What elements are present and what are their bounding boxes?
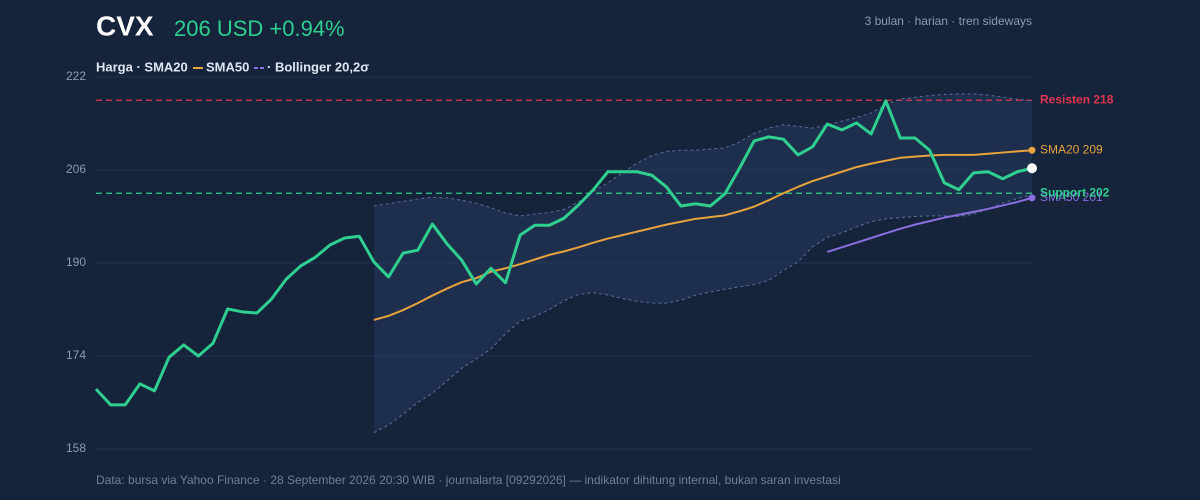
reference-label: Resisten 218 (1040, 92, 1114, 106)
bollinger-line (373, 93, 1033, 217)
series-line (826, 196, 1033, 253)
last-price-dot (1027, 163, 1037, 174)
y-tick-label: 206 (66, 162, 86, 176)
y-tick-label: 174 (66, 348, 86, 362)
footer: Data: bursa via Yahoo Finance · 28 Septe… (96, 473, 841, 487)
ticker: CVX (96, 10, 154, 41)
legend-text: · Bollinger 20,2σ (267, 59, 369, 74)
bollinger-line (373, 194, 1033, 434)
y-tick-label: 158 (66, 441, 86, 455)
end-label: SMA20 209 (1040, 142, 1103, 156)
reference-label: Support 202 (1040, 185, 1110, 199)
end-label: SMA50 201 (1040, 190, 1103, 204)
y-tick-label: 190 (66, 255, 86, 269)
end-point (1028, 146, 1036, 154)
legend: Harga · SMA20 SMA50 · Bollinger 20,2σ (96, 59, 369, 74)
legend-text: Harga · SMA20 (96, 59, 188, 74)
quote: 206 USD +0.94% (174, 16, 345, 41)
legend-text: SMA50 (206, 59, 249, 74)
series-line (94, 99, 1033, 407)
y-tick-label: 222 (66, 69, 86, 83)
bollinger-band (373, 93, 1032, 433)
subtitle: 3 bulan · harian · tren sideways (865, 14, 1032, 28)
end-point (1028, 194, 1036, 202)
